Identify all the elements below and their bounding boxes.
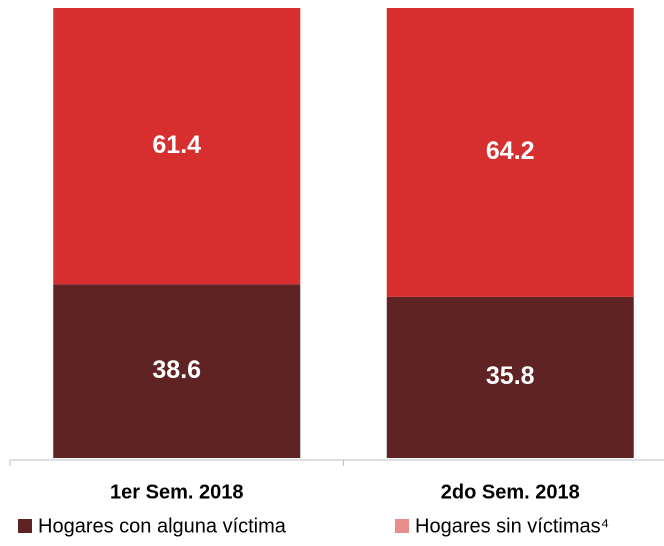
bar-segment — [386, 296, 634, 458]
value-label: 35.8 — [486, 362, 535, 390]
value-label: 38.6 — [152, 356, 201, 384]
bar-segment — [386, 8, 634, 297]
value-label: 64.2 — [486, 137, 535, 165]
value-label: 61.4 — [152, 131, 201, 159]
bar-segment — [53, 284, 301, 458]
legend-swatch — [18, 519, 32, 533]
legend-swatch — [395, 519, 409, 533]
bar-segment — [53, 8, 301, 285]
legend-label: Hogares sin víctimas⁴ — [415, 515, 609, 537]
legend-label: Hogares con alguna víctima — [38, 515, 287, 537]
x-tick-label: 1er Sem. 2018 — [110, 481, 243, 503]
x-tick-label: 2do Sem. 2018 — [441, 481, 580, 503]
